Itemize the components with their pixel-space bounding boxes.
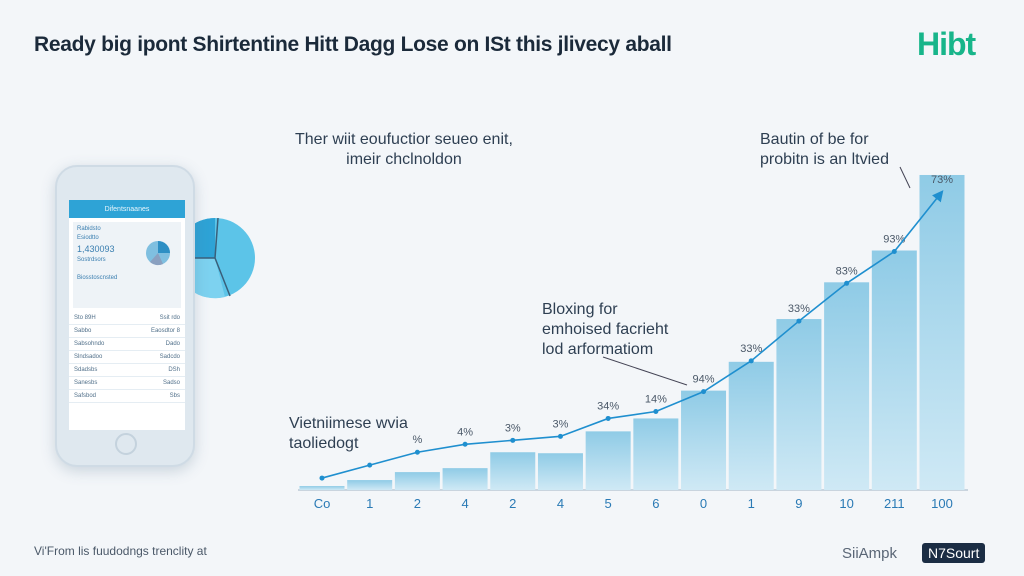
x-tick-label: 4 [557,496,564,511]
bar [919,174,965,490]
x-tick-label: 2 [509,496,516,511]
phone-mockup: Difentsnaanes Rabidsto Esiodtto 1,430093… [55,165,195,467]
data-label: 33% [788,303,810,315]
trend-point [653,408,659,414]
bar [442,468,488,490]
list-item[interactable]: Safsbod Sbs [69,390,185,403]
list-item[interactable]: Slndsadoo Sadcdo [69,351,185,364]
data-label: 94% [693,374,715,386]
trend-point [844,280,850,286]
x-tick-label: 100 [931,496,953,511]
trend-point [462,441,468,447]
annotation-line: Vietniimese wvia [289,415,408,432]
x-tick-label: 1 [366,496,373,511]
app-bar: Difentsnaanes [69,200,185,218]
list-item[interactable]: Sto 89H Ssit rdo [69,312,185,325]
bar [585,431,631,490]
annotation-top-left: Ther wiit eoufuctior seueo enit, imeir c… [295,130,513,170]
annotation-top-right: Bautin of be for probitn is an ltvied [760,130,889,170]
bar [633,418,679,490]
annotation-line: Bloxing for [542,301,618,318]
data-label: 33% [740,343,762,355]
card-line: Biosstoscnsted [77,275,118,281]
trend-point [891,249,897,254]
trend-line [321,190,944,479]
list-item[interactable]: Sdadsbs DSh [69,364,185,377]
phone-screen: Difentsnaanes Rabidsto Esiodtto 1,430093… [69,200,185,430]
data-label: 4% [457,426,473,438]
annotation-middle: Bloxing for emhoised facrieht lod arform… [542,300,668,360]
data-label: 73% [931,174,953,186]
bar [394,472,440,490]
bar [681,390,727,490]
bar [871,250,917,490]
annotation-line: Ther wiit eoufuctior seueo enit, [295,131,513,148]
home-button [115,433,137,455]
card-value: 1,430093 [77,244,115,254]
x-tick-label: 6 [652,496,659,511]
card-line: Esiodtto [77,235,99,241]
annotation-leader [602,356,688,386]
bar [824,282,870,490]
bar [490,452,536,490]
bar [728,361,774,490]
trend-point [414,449,420,455]
x-tick-label: 10 [839,496,853,511]
x-tick-label: 9 [795,496,802,511]
x-tick-label: 211 [884,496,905,511]
data-label: 93% [883,234,905,246]
annotation-leader [899,166,911,189]
trend-point [748,358,754,364]
annotation-line: imeir chclnoldon [346,151,462,168]
x-tick-label: 4 [461,496,468,511]
annotation-line: lod arformatiom [542,341,654,358]
bar [347,480,393,490]
annotation-line: probitn is an ltvied [760,151,889,168]
brand-logo: Hibt [917,26,976,62]
page-title: Ready big ipont Shirtentine Hitt Dagg Lo… [34,33,672,56]
card-line: Sostrdsors [77,257,106,263]
x-tick-label: 5 [605,496,612,511]
annotation-line: Bautin of be for [760,131,869,148]
trend-point [796,318,802,324]
trend-point [557,433,563,439]
annotation-line: emhoised facrieht [542,321,669,338]
trend-point [605,415,611,421]
data-label: 14% [645,393,667,405]
trend-point [319,475,325,481]
trend-point [701,389,707,395]
data-label: 3% [553,418,569,430]
data-label: % [412,434,422,446]
bar [537,453,583,490]
app-title: Difentsnaanes [104,206,150,213]
data-label: 3% [505,422,521,434]
trend-point [367,462,373,468]
x-tick-label: Co [314,496,331,511]
list-item[interactable]: Sabbo Eaosdtor 8 [69,325,185,338]
list-item[interactable]: Sanesbs Sadso [69,377,185,390]
annotation-line: taoliedogt [289,435,359,452]
data-label: 34% [597,400,619,412]
footer-brand: SiiAmpk [842,545,898,562]
x-tick-label: 0 [700,496,707,511]
x-tick-label: 2 [414,496,421,511]
bar [776,319,822,490]
annotation-left: Vietniimese wvia taoliedogt [289,414,408,454]
footer-badge: N7Sourt [922,543,986,563]
mini-pie-icon [146,241,170,266]
bar [299,486,345,490]
data-label: 83% [836,265,858,277]
trend-point [510,437,516,443]
card-line: Rabidsto [77,226,101,232]
x-tick-label: 1 [748,496,755,511]
list-item[interactable]: Sabsohndo Dado [69,338,185,351]
footer-caption: Vi'From lis fuudodngs trenclity at [34,544,207,558]
summary-card: Rabidsto Esiodtto 1,430093 Sostrdsors Bi… [73,222,181,308]
